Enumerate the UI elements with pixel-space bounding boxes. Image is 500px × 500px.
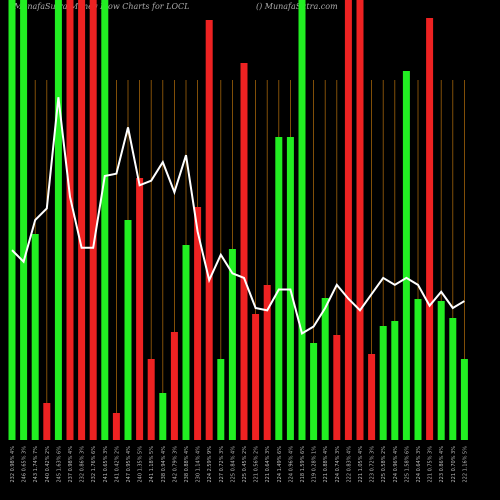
bar: [437, 301, 445, 440]
x-tick-label: 218 1.59% 6%: [300, 446, 306, 483]
chart-title: MunafaSutra Money Flow Charts for LOCL: [13, 2, 189, 11]
x-tick-label: 221 0.70% 3%: [451, 446, 457, 483]
x-tick-label: 230 1.14% 4%: [196, 446, 202, 483]
x-tick-label: 246 0.65% 3%: [22, 446, 28, 483]
bar: [20, 0, 28, 440]
x-tick-label: 241 0.42% 2%: [114, 446, 120, 483]
chart-subtitle: () MunafaSutra.com: [256, 2, 338, 11]
bar: [460, 359, 468, 440]
x-tick-label: 227 0.72% 3%: [219, 446, 225, 483]
bar: [263, 285, 271, 440]
bar: [159, 393, 167, 440]
x-tick-label: 240 1.35% 5%: [138, 446, 144, 483]
bar: [43, 403, 51, 440]
bar: [344, 0, 352, 440]
x-tick-label: 223 0.86% 4%: [439, 446, 445, 483]
bar: [414, 299, 422, 440]
bar: [54, 0, 62, 440]
x-tick-label: 232 1.76% 6%: [91, 446, 97, 483]
x-tick-label: 224 0.96% 4%: [288, 446, 294, 483]
bar: [217, 359, 225, 440]
x-tick-label: 237 0.98% 4%: [68, 446, 74, 483]
x-tick-label: 225 1.58% 6%: [404, 446, 410, 483]
x-tick-label: 232 0.86% 3%: [80, 446, 86, 483]
bar: [136, 178, 144, 440]
x-tick-label: 224 0.64% 3%: [416, 446, 422, 483]
x-tick-label: 225 0.58% 2%: [381, 446, 387, 483]
bar: [101, 0, 109, 440]
bar: [310, 343, 318, 440]
x-tick-label: 241 0.65% 3%: [103, 446, 109, 483]
x-tick-label: 242 0.79% 3%: [172, 446, 178, 483]
bar: [89, 0, 97, 440]
bar: [205, 20, 213, 440]
x-tick-label: 222 1.16% 5%: [462, 446, 468, 483]
x-tick-label: 224 2.59% 9%: [207, 446, 213, 483]
x-tick-label: 222 0.83% 4%: [346, 446, 352, 483]
x-tick-label: 219 0.28% 1%: [312, 446, 318, 483]
bar: [449, 318, 457, 440]
x-tick-label: 223 0.72% 3%: [370, 446, 376, 483]
bar: [124, 220, 132, 440]
bar: [170, 332, 178, 440]
x-tick-label: 245 1.63% 6%: [56, 446, 62, 483]
x-tick-label: 224 1.49% 6%: [277, 446, 283, 483]
bar: [391, 321, 399, 440]
bar: [112, 413, 120, 440]
bar: [78, 0, 86, 440]
x-tick-label: 221 0.88% 4%: [323, 446, 329, 483]
x-tick-label: 238 0.88% 4%: [184, 446, 190, 483]
x-tick-label: 221 0.75% 3%: [428, 446, 434, 483]
bar: [240, 63, 248, 440]
x-tick-label: 247 0.95% 4%: [126, 446, 132, 483]
x-tick-label: 225 0.45% 2%: [242, 446, 248, 483]
price-line: [11, 97, 465, 336]
bar: [368, 354, 376, 440]
bar: [402, 71, 410, 440]
bar: [333, 335, 341, 440]
x-tick-label: 241 1.18% 5%: [149, 446, 155, 483]
x-tick-label: 232 0.98% 4%: [10, 446, 16, 483]
x-tick-label: 225 0.84% 4%: [230, 446, 236, 483]
x-tick-label: 238 0.94% 4%: [161, 446, 167, 483]
bar: [8, 0, 16, 440]
bar: [321, 298, 329, 440]
x-tick-label: 221 1.05% 4%: [358, 446, 364, 483]
bar: [356, 0, 364, 440]
bar: [147, 359, 155, 440]
x-tick-label: 224 0.74% 3%: [335, 446, 341, 483]
bar: [31, 234, 39, 440]
bar: [298, 0, 306, 440]
bar: [182, 245, 190, 440]
x-tick-label: 224 0.96% 4%: [393, 446, 399, 483]
bar: [228, 249, 236, 440]
bar: [66, 0, 74, 440]
x-tick-label: 243 1.74% 7%: [33, 446, 39, 483]
bar: [194, 207, 202, 440]
bar: [426, 18, 434, 440]
bar: [379, 326, 387, 440]
x-tick-label: 240 0.42% 2%: [45, 446, 51, 483]
x-tick-label: 221 0.56% 2%: [254, 446, 260, 483]
x-tick-label: 221 0.64% 3%: [265, 446, 271, 483]
bar: [252, 314, 260, 440]
